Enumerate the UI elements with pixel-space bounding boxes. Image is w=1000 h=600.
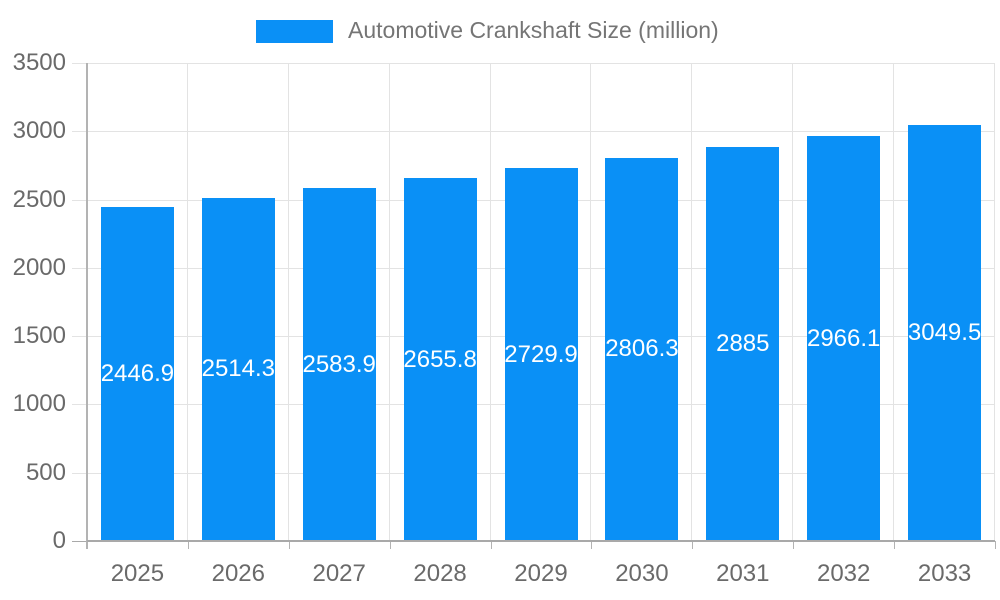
y-axis-tick-label: 1500 xyxy=(12,322,66,349)
y-axis-tick-label: 1000 xyxy=(12,390,66,417)
y-axis-tick xyxy=(72,473,87,474)
x-axis-tick xyxy=(491,541,492,549)
x-axis-tick-label: 2028 xyxy=(413,560,467,587)
bar-2028[interactable] xyxy=(403,178,477,541)
y-axis-tick xyxy=(72,404,87,405)
y-axis-tick-label: 500 xyxy=(25,459,66,486)
bar-value-label: 2966.1 xyxy=(806,324,881,352)
x-axis-tick xyxy=(591,541,592,549)
bar-2029[interactable] xyxy=(504,168,578,541)
bar-2026[interactable] xyxy=(201,197,275,541)
y-axis-tick-label: 3000 xyxy=(12,117,66,144)
x-axis-tick xyxy=(995,541,996,549)
x-axis-tick-label: 2032 xyxy=(816,560,871,587)
gridline-vertical xyxy=(490,63,491,541)
y-axis-line xyxy=(86,63,88,549)
bar-value-label: 2885 xyxy=(716,330,770,357)
bar-2031[interactable] xyxy=(706,147,780,541)
gridline-vertical xyxy=(691,63,692,541)
gridline-vertical xyxy=(288,63,289,541)
y-axis-tick-label: 0 xyxy=(52,527,66,554)
bar-2030[interactable] xyxy=(605,157,679,541)
x-axis-tick xyxy=(793,541,794,549)
y-axis-tick-label: 2000 xyxy=(12,254,66,281)
y-axis-tick xyxy=(72,200,87,201)
bar-value-label: 2806.3 xyxy=(605,335,679,363)
y-axis-tick xyxy=(72,541,87,542)
x-axis-tick-label: 2029 xyxy=(514,560,568,587)
y-axis-tick-label: 2500 xyxy=(12,186,66,213)
x-axis-line xyxy=(87,540,995,542)
gridline-vertical xyxy=(994,63,995,541)
x-axis-tick xyxy=(390,541,391,549)
bar-value-label: 2446.9 xyxy=(100,359,175,387)
y-axis-tick-label: 3500 xyxy=(12,49,66,76)
x-axis-tick-label: 2030 xyxy=(615,560,669,587)
bar-value-label: 2514.3 xyxy=(201,355,275,383)
bar-value-label: 2583.9 xyxy=(302,350,376,378)
gridline-vertical xyxy=(792,63,793,541)
x-axis-tick xyxy=(289,541,290,549)
x-axis-tick-label: 2033 xyxy=(917,560,972,587)
gridline-vertical xyxy=(187,63,188,541)
bar-value-label: 2655.8 xyxy=(403,345,477,373)
legend-label[interactable]: Automotive Crankshaft Size (million) xyxy=(348,17,719,43)
x-axis-tick-label: 2026 xyxy=(211,560,265,587)
bar-2025[interactable] xyxy=(100,206,174,541)
gridline-vertical xyxy=(389,63,390,541)
y-axis-tick xyxy=(72,131,87,132)
y-axis-tick xyxy=(72,268,87,269)
gridline-horizontal xyxy=(87,131,995,132)
x-axis-tick xyxy=(894,541,895,549)
bar-value-label: 3049.5 xyxy=(907,318,982,346)
x-axis-tick-label: 2025 xyxy=(110,560,165,587)
gridline-vertical xyxy=(590,63,591,541)
x-axis-tick-label: 2031 xyxy=(716,560,770,587)
bar-value-label: 2729.9 xyxy=(504,340,578,368)
legend-swatch[interactable] xyxy=(256,20,333,43)
x-axis-tick xyxy=(188,541,189,549)
bar-2033[interactable] xyxy=(908,124,982,541)
x-axis-tick xyxy=(692,541,693,549)
bar-2027[interactable] xyxy=(302,188,376,541)
x-axis-tick-label: 2027 xyxy=(312,560,366,587)
bar-2032[interactable] xyxy=(807,135,881,541)
gridline-vertical xyxy=(893,63,894,541)
y-axis-tick xyxy=(72,336,87,337)
y-axis-tick xyxy=(72,63,87,64)
gridline-horizontal xyxy=(87,63,995,64)
